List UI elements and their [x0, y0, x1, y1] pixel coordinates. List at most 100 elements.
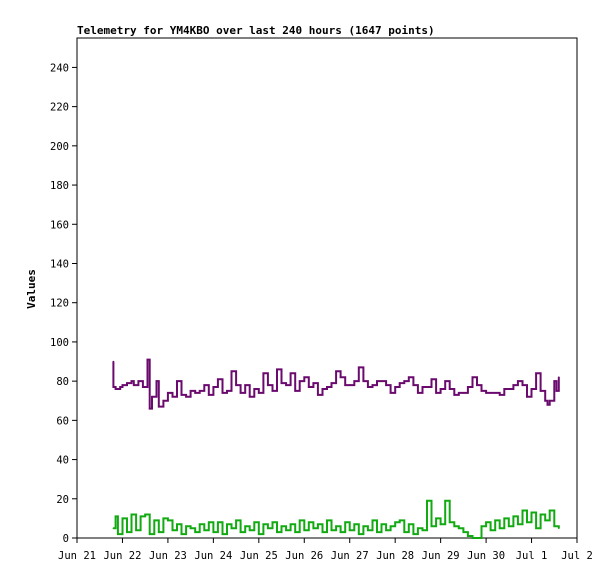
data-point — [426, 386, 428, 388]
data-point — [185, 525, 187, 527]
data-point — [526, 396, 528, 398]
data-point — [548, 399, 551, 402]
data-point — [153, 519, 156, 522]
x-tick-label: Jun 29 — [422, 550, 460, 562]
data-point — [135, 529, 137, 531]
data-point — [371, 384, 374, 386]
data-point — [112, 527, 115, 529]
data-point — [380, 523, 383, 526]
data-point — [146, 358, 149, 361]
y-tick-label: 180 — [50, 180, 69, 192]
x-tick-label: Jun 21 — [58, 550, 96, 562]
data-point — [289, 523, 292, 526]
data-point — [230, 370, 233, 373]
data-point — [348, 529, 351, 531]
data-point — [162, 517, 165, 520]
data-point — [253, 388, 256, 390]
data-point — [294, 531, 297, 533]
y-tick-label: 20 — [56, 494, 69, 506]
data-point — [546, 403, 549, 406]
y-tick-label: 40 — [56, 455, 69, 467]
data-point — [239, 392, 242, 394]
plot-area — [76, 37, 578, 539]
data-point — [285, 529, 287, 531]
data-point — [217, 521, 219, 524]
y-tick-label: 120 — [50, 298, 69, 310]
data-point — [235, 519, 237, 522]
data-point — [130, 380, 133, 382]
data-point — [258, 392, 260, 394]
data-point — [267, 527, 269, 529]
y-axis-label: Values — [25, 269, 38, 309]
data-point — [226, 523, 228, 526]
data-point — [271, 390, 274, 392]
data-point — [367, 386, 369, 388]
data-point — [471, 376, 474, 379]
data-point — [448, 388, 451, 390]
data-point — [121, 384, 124, 386]
data-point — [317, 394, 319, 396]
data-point — [430, 378, 433, 381]
data-point — [553, 525, 556, 527]
data-point — [142, 386, 144, 388]
data-point — [453, 525, 456, 527]
data-point — [494, 392, 497, 394]
data-point — [544, 519, 546, 522]
data-point — [155, 380, 158, 382]
data-point — [539, 513, 542, 516]
data-point — [462, 531, 465, 533]
x-tick-label: Jun 27 — [331, 550, 369, 562]
y-tick-label: 240 — [50, 62, 69, 74]
y-tick-label: 160 — [50, 219, 69, 231]
data-point — [380, 380, 383, 382]
data-point — [498, 527, 501, 529]
data-point — [394, 521, 397, 524]
data-point — [358, 366, 360, 369]
data-point — [208, 521, 210, 524]
y-tick-label: 220 — [50, 102, 69, 114]
y-tick-label: 60 — [56, 415, 69, 427]
data-point — [503, 388, 506, 390]
data-point — [148, 407, 151, 410]
data-point — [294, 390, 297, 392]
data-point — [162, 399, 165, 402]
data-point — [239, 531, 242, 533]
data-point — [353, 380, 356, 382]
data-point — [394, 386, 397, 388]
data-point — [408, 523, 410, 526]
data-point — [203, 384, 206, 386]
data-point — [248, 396, 251, 398]
x-tick-label: Jun 24 — [194, 550, 232, 562]
data-point — [330, 382, 333, 384]
y-tick-label: 200 — [50, 141, 69, 153]
data-point — [321, 388, 324, 390]
data-point — [208, 394, 210, 396]
data-point — [344, 521, 347, 524]
data-point — [389, 392, 392, 394]
data-point — [226, 390, 228, 392]
data-point — [485, 521, 487, 524]
chart-title: Telemetry for YM4KBO over last 240 hours… — [77, 24, 435, 37]
x-tick-label: Jul 2 — [561, 550, 593, 562]
data-point — [485, 392, 487, 394]
data-point — [271, 521, 274, 524]
data-point — [194, 392, 196, 394]
data-point — [280, 382, 283, 384]
data-point — [462, 392, 465, 394]
data-point — [276, 368, 278, 371]
data-point — [176, 380, 178, 382]
data-point — [439, 388, 442, 390]
data-point — [221, 533, 224, 535]
series-1 — [112, 358, 560, 410]
data-point — [508, 388, 510, 390]
data-point — [321, 531, 324, 533]
data-point — [112, 360, 115, 363]
data-point — [133, 384, 135, 386]
data-point — [539, 390, 542, 392]
data-point — [185, 396, 187, 398]
data-point — [403, 531, 406, 533]
x-tick-label: Jun 30 — [467, 550, 505, 562]
data-point — [212, 531, 215, 533]
data-point — [303, 376, 306, 379]
